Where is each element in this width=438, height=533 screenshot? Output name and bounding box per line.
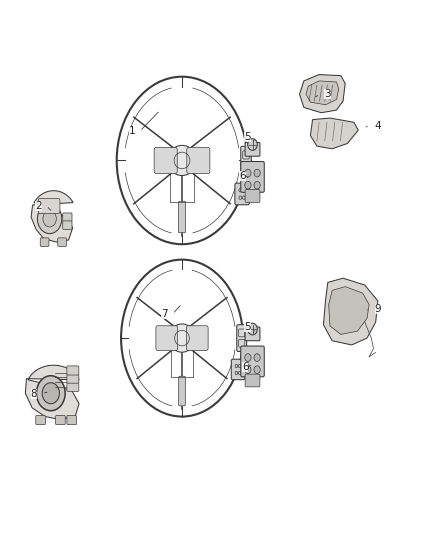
FancyBboxPatch shape: [63, 221, 72, 229]
FancyBboxPatch shape: [156, 326, 178, 350]
FancyBboxPatch shape: [231, 359, 245, 379]
Text: 7: 7: [161, 309, 168, 319]
Polygon shape: [300, 75, 345, 113]
Polygon shape: [328, 287, 369, 334]
Ellipse shape: [169, 324, 195, 352]
FancyBboxPatch shape: [38, 199, 60, 214]
FancyBboxPatch shape: [245, 327, 260, 341]
Text: 3: 3: [325, 89, 331, 99]
Polygon shape: [323, 278, 378, 345]
FancyBboxPatch shape: [186, 326, 208, 350]
FancyBboxPatch shape: [179, 201, 185, 233]
Polygon shape: [31, 191, 73, 242]
FancyBboxPatch shape: [67, 382, 79, 391]
FancyBboxPatch shape: [179, 376, 185, 406]
Polygon shape: [25, 365, 79, 419]
FancyBboxPatch shape: [67, 374, 79, 383]
Circle shape: [254, 354, 260, 361]
Text: 9: 9: [374, 304, 381, 314]
Polygon shape: [311, 118, 358, 149]
Ellipse shape: [168, 146, 196, 175]
Polygon shape: [306, 81, 339, 105]
Circle shape: [245, 181, 251, 189]
Text: 8: 8: [31, 389, 37, 399]
FancyBboxPatch shape: [241, 146, 251, 175]
FancyBboxPatch shape: [245, 190, 260, 203]
Circle shape: [254, 181, 260, 189]
Circle shape: [36, 376, 65, 411]
Circle shape: [248, 323, 257, 335]
FancyBboxPatch shape: [187, 148, 210, 173]
Circle shape: [248, 139, 257, 150]
Text: 5: 5: [244, 322, 251, 333]
FancyBboxPatch shape: [241, 161, 264, 192]
FancyBboxPatch shape: [241, 346, 264, 377]
FancyBboxPatch shape: [235, 183, 249, 205]
Circle shape: [245, 366, 251, 374]
FancyBboxPatch shape: [154, 148, 177, 173]
Text: 2: 2: [35, 200, 42, 211]
Circle shape: [37, 204, 62, 233]
Text: 5: 5: [244, 132, 251, 142]
Circle shape: [43, 211, 57, 227]
Circle shape: [245, 354, 251, 361]
FancyBboxPatch shape: [36, 416, 46, 425]
FancyBboxPatch shape: [245, 142, 260, 156]
Text: 6: 6: [240, 172, 246, 181]
Text: 4: 4: [374, 121, 381, 131]
Circle shape: [42, 383, 60, 403]
FancyBboxPatch shape: [56, 416, 65, 425]
Circle shape: [245, 169, 251, 177]
Text: 6: 6: [242, 362, 248, 372]
Circle shape: [254, 366, 260, 374]
FancyBboxPatch shape: [40, 238, 49, 246]
FancyBboxPatch shape: [58, 238, 67, 246]
FancyBboxPatch shape: [63, 213, 72, 221]
FancyBboxPatch shape: [67, 416, 77, 425]
Circle shape: [254, 169, 260, 177]
Text: 1: 1: [129, 126, 135, 136]
FancyBboxPatch shape: [67, 366, 79, 375]
FancyBboxPatch shape: [237, 325, 247, 351]
FancyBboxPatch shape: [245, 374, 260, 387]
